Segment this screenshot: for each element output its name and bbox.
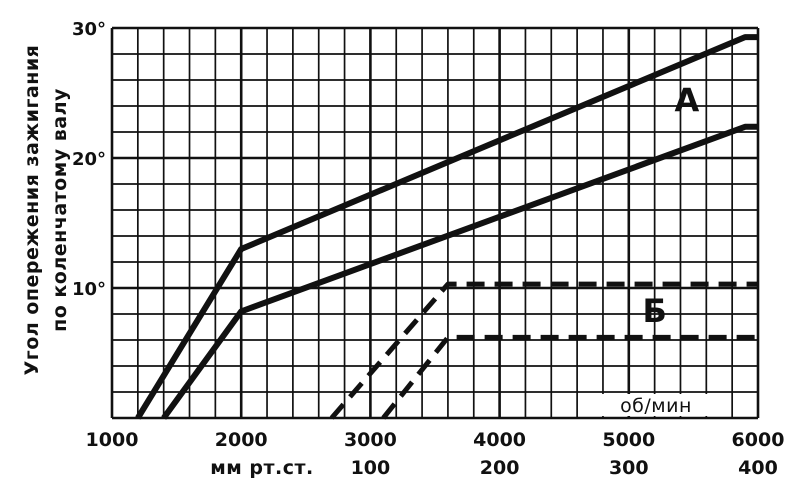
x2-tick-label: 200 <box>480 457 520 479</box>
x-tick-label: 2000 <box>215 429 268 451</box>
series-line-2 <box>161 123 758 420</box>
x-tick-label: 6000 <box>732 429 785 451</box>
x2-tick-label: 100 <box>351 457 391 479</box>
series-line-1 <box>135 34 758 420</box>
y-tick-label: 20° <box>72 149 106 170</box>
y-tick-label: 10° <box>72 279 106 300</box>
series-line-4 <box>381 334 758 420</box>
group-label-1: А <box>675 82 700 120</box>
x-tick-label: 1000 <box>86 429 139 451</box>
x-tick-label: 4000 <box>473 429 526 451</box>
series-line-3 <box>329 281 758 420</box>
unit-label-background <box>600 394 712 416</box>
chart-series: АБ <box>135 34 758 420</box>
x2-tick-label: 300 <box>609 457 649 479</box>
x-tick-label: 3000 <box>344 429 397 451</box>
x-tick-label: 5000 <box>602 429 655 451</box>
group-label-2: Б <box>642 292 666 330</box>
chart-text: Угол опережения зажигания по коленчатому… <box>21 45 692 479</box>
chart-ticks: 1000 2000 3000 4000 5000 6000 100 200 300 400 10° 2… <box>72 19 785 479</box>
x2-tick-label: 400 <box>738 457 778 479</box>
y-tick-label: 30° <box>72 19 106 40</box>
y-axis-label-line1: Угол опережения зажигания <box>21 45 43 376</box>
x2-axis-label: мм рт.ст. <box>210 457 314 479</box>
y-axis-label-line2: по коленчатому валу <box>49 88 71 332</box>
x-unit-label: об/мин <box>620 395 692 417</box>
